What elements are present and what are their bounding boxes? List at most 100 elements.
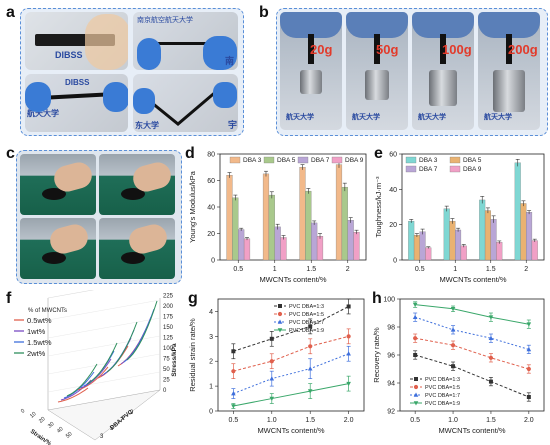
recovery-rate-chart: 0.5 1.0 1.5 2.0 92 94 96 98 100 MWCNTs content/% R… (372, 297, 545, 435)
bar (484, 210, 491, 261)
data-point (412, 302, 418, 308)
data-point (346, 381, 351, 387)
bar (419, 231, 426, 261)
bar (425, 247, 432, 261)
touch-photo (99, 218, 175, 279)
legend-label: PVC DBA=1:3 (289, 304, 324, 310)
weight-photo: 航天大学 100g (412, 12, 474, 130)
bar (305, 190, 312, 261)
data-point (488, 335, 494, 340)
data-point (346, 304, 351, 309)
film-strip (374, 34, 380, 64)
y-tick-label: 40 (207, 205, 215, 212)
x-tick-label: 0.5 (229, 417, 239, 424)
data-point (269, 359, 274, 364)
data-point (526, 366, 531, 372)
x-tick-label: 2 (346, 266, 350, 273)
grid-line (47, 317, 161, 339)
x-tick-label: 1.0 (267, 417, 277, 424)
photo-text: 宇 (228, 120, 238, 130)
data-point (277, 311, 283, 317)
data-point (488, 379, 493, 384)
grid-line (47, 290, 94, 299)
legend-label: PVC DBA=1:9 (289, 328, 324, 334)
bar (335, 164, 343, 261)
y-tick-label: 20 (389, 222, 397, 229)
panel-a-photo-4: 东大学 宇 (133, 74, 238, 132)
data-point (277, 319, 283, 324)
bar (280, 237, 287, 261)
bar (311, 222, 318, 261)
film-strip (153, 42, 223, 45)
series-line (233, 383, 349, 407)
panel-a-photo-3: 航天大学 DIBSS (25, 74, 128, 132)
x-tick-label: 0.5 (415, 266, 425, 273)
clamp (478, 12, 540, 38)
hand (85, 14, 128, 70)
x-tick-label: 10 (29, 411, 38, 420)
stress-strain-curve (63, 371, 95, 399)
weight-cylinder (429, 70, 457, 106)
photo-text: 航天大学 (352, 114, 380, 121)
y-tick-label: 96 (387, 353, 395, 360)
bar (316, 236, 324, 261)
legend-swatch (449, 156, 461, 164)
data-point (308, 344, 313, 349)
z-tick-label: 75 (163, 357, 170, 363)
grid-line (47, 353, 161, 375)
series-line (415, 316, 529, 350)
legend-label: DBA 3 (243, 157, 262, 164)
bar (226, 175, 233, 261)
legend-label: DBA 5 (463, 157, 482, 164)
bar (413, 235, 420, 261)
photo-text: 东大学 (135, 121, 159, 130)
y-tick-label: 80 (207, 152, 215, 159)
clamp (412, 12, 474, 38)
x-axis-label: MWCNTs content/% (259, 275, 326, 284)
bar (526, 212, 533, 261)
film-strip (506, 34, 512, 64)
touch-photo (99, 154, 175, 215)
sample-disk (42, 252, 66, 264)
x-axis-label: MWCNTs content/% (257, 426, 324, 435)
series-line (233, 306, 349, 352)
x-tick-label: 40 (56, 426, 65, 435)
panel-label-a: a (6, 4, 15, 21)
stress-strain-curve (106, 321, 138, 373)
legend-label: PVC DBA=1:3 (425, 377, 460, 383)
photo-text: DIBSS (55, 50, 83, 60)
grid-line (47, 299, 161, 321)
y-tick-label: 0 (209, 409, 213, 416)
photo-text: 航天大学 (27, 109, 59, 118)
legend-label: 1.5wt% (27, 338, 52, 347)
x-tick-label: 1.5 (306, 266, 316, 273)
panel-label-h: h (372, 290, 382, 307)
plot-frame (217, 298, 365, 412)
legend-label: DBA 7 (311, 157, 330, 164)
bar (341, 186, 348, 261)
z-tick-label: 50 (163, 367, 170, 373)
y-tick-label: 100 (383, 297, 395, 304)
z-tick-label: 100 (163, 346, 174, 352)
bar (408, 220, 415, 261)
data-point (414, 377, 418, 381)
y-tick-label: 2 (209, 359, 213, 366)
panel-label-e: e (374, 145, 383, 162)
panel-label-g: g (188, 290, 198, 307)
legend-label: DBA 7 (419, 166, 438, 173)
weight-photo: 航天大学 200g (478, 12, 540, 130)
glove (103, 82, 128, 112)
y-tick-label: 0 (211, 258, 215, 265)
data-point (269, 376, 275, 381)
y-tick-label: 60 (389, 152, 397, 159)
bar (443, 208, 450, 261)
z-tick-label: 125 (163, 336, 174, 342)
legend-swatch (405, 165, 417, 173)
legend-label: PVC DBA=1:7 (425, 393, 460, 399)
bar (238, 229, 245, 261)
panel-label-f: f (6, 290, 12, 307)
y-tick-label: 7 (120, 418, 124, 424)
y-tick-label: 3 (100, 434, 104, 440)
bar (347, 220, 354, 261)
